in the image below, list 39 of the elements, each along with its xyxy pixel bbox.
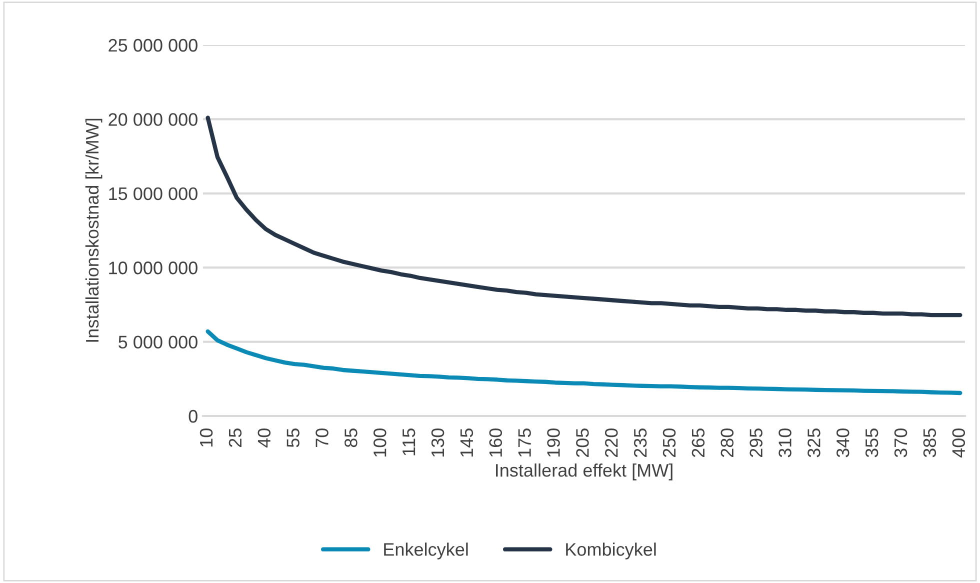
x-tick-label: 355 [865, 428, 878, 458]
line-series [206, 116, 962, 318]
y-tick-label: 5 000 000 [118, 336, 198, 349]
x-tick-label: 265 [692, 428, 705, 458]
x-tick-label: 310 [778, 428, 792, 458]
y-tick-label: 20 000 000 [108, 113, 198, 126]
x-tick-label: 190 [547, 428, 560, 457]
x-tick-label: 85 [344, 428, 358, 448]
x-tick-label: 70 [316, 428, 328, 447]
x-tick-label: 325 [808, 428, 820, 458]
x-tick-label: 385 [923, 428, 936, 458]
x-tick-label: 145 [460, 428, 474, 457]
x-tick-label: 235 [634, 428, 647, 458]
y-tick-label: 15 000 000 [109, 187, 198, 200]
y-tick-label: 10 000 000 [109, 262, 198, 274]
x-tick-label: 160 [489, 428, 502, 457]
x-tick-label: 115 [402, 428, 416, 456]
x-tick-label: 40 [258, 428, 271, 448]
x-tick-label: 130 [431, 428, 444, 457]
y-axis-title: Installationskostnad [kr/MW] [85, 118, 102, 342]
x-tick-label: 55 [286, 428, 300, 448]
x-tick-label: 10 [200, 428, 213, 447]
x-tick-label: 370 [894, 428, 908, 458]
y-tick-label: 0 [188, 410, 198, 423]
legend-label: Enkelcykel [384, 542, 468, 560]
x-tick-label: 205 [576, 428, 589, 458]
x-tick-label: 220 [605, 428, 618, 458]
x-tick-label: 400 [952, 428, 966, 458]
x-tick-label: 250 [662, 428, 676, 458]
x-axis-title: Installerad effekt [MW] [496, 463, 672, 480]
x-tick-label: 340 [836, 428, 850, 458]
x-tick-label: 25 [228, 428, 242, 447]
legend-label: Kombicykel [566, 542, 656, 560]
x-tick-label: 295 [750, 428, 762, 458]
x-tick-label: 100 [374, 428, 386, 457]
line-series [206, 329, 962, 396]
x-tick-label: 280 [720, 428, 734, 458]
x-tick-label: 175 [518, 428, 531, 457]
y-tick-label: 25 000 000 [108, 38, 198, 52]
